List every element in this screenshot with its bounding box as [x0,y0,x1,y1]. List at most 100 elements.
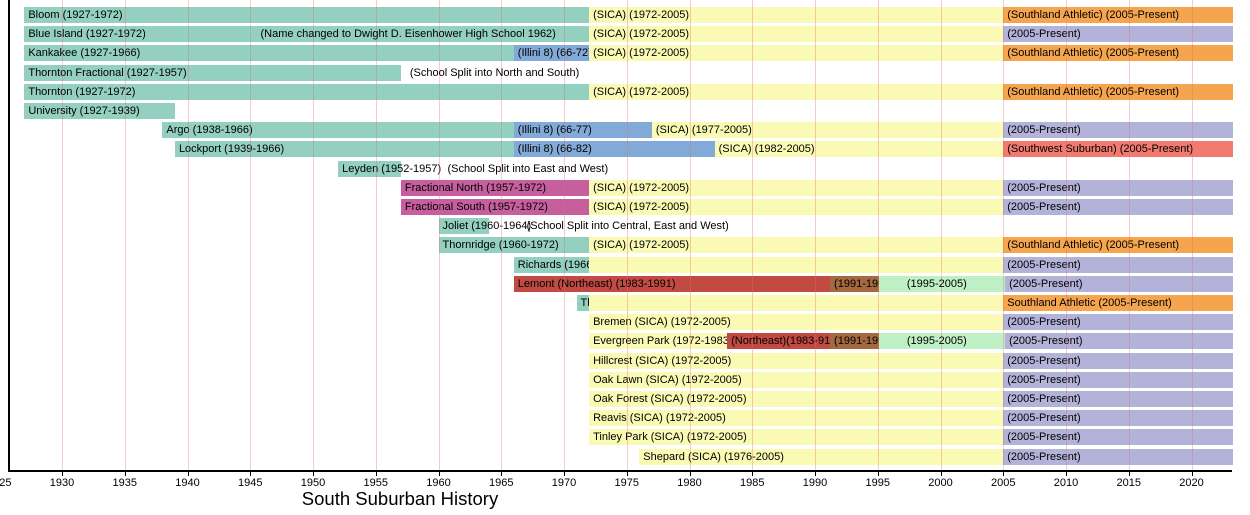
y-axis-spine [8,0,10,470]
row-note: (Name changed to Dwight D. Eisenhower Hi… [260,28,556,41]
bar-label: (SICA) (1972-2005) [593,181,690,194]
bar-label: (2005-Present) [1007,354,1081,367]
timeline-bar-hillcrest-purple: (2005-Present) [1003,352,1233,369]
axis-tick [1128,470,1130,476]
timeline-row-evergreen-park: Evergreen Park (1972-1983) (Northeast)(19… [0,333,1250,350]
timeline-row-lockport: Lockport (1939-1966) (Illini 8) (66-82) (S… [0,141,1250,158]
axis-tick [626,470,628,476]
axis-tick-label: 1980 [677,477,702,489]
timeline-bar-kankakee-teal: Kankakee (1927-1966) [24,45,514,62]
bar-label: (2005-Present) [1007,316,1081,329]
bar-label: (2005-Present) [1009,277,1083,290]
bar-label: (2005-Present) [1007,412,1081,425]
axis-tick [940,470,942,476]
timeline-bar-oak-forest-yellow: Oak Forest (SICA) (1972-2005) [589,391,1004,407]
axis-tick-label: 1950 [300,477,326,489]
timeline-bar-tinley-park-yellow: Tinley Park (SICA) (1972-2005) [589,429,1004,446]
timeline-bar-lemont-lightgreen [879,275,1006,292]
bar-label: (SICA) (1982-2005) [718,143,815,156]
timeline-row-hillcrest: Hillcrest (SICA) (1972-2005) (2005-Presen… [0,352,1250,369]
timeline-bar-lemont-purple: (2005-Present) [1005,275,1233,292]
timeline-bar-shepard-purple: (2005-Present) [1003,448,1233,465]
timeline-bar-lockport-yellow: (SICA) (1982-2005) [714,141,1004,158]
timeline-bar-fractional-south-magenta: Fractional South (1957-1972) [400,199,590,215]
bar-label: (2005-Present) [1007,181,1081,194]
axis-tick [62,470,63,476]
timeline-bar-bremen-purple: (2005-Present) [1003,314,1233,331]
timeline-row-richards: Richards (1966-1972)(SICA) (1972-2005) (2… [0,256,1250,273]
bar-label: (Southland Athletic) (2005-Present) [1007,47,1180,60]
bar-label: Reavis (SICA) (1972-2005) [593,412,726,425]
timeline-row-oak-forest: Oak Forest (SICA) (1972-2005) (2005-Prese… [0,391,1250,407]
bar-label: Oak Forest (SICA) (1972-2005) [593,393,747,405]
bar-label: (SICA) (1972-2005) [593,201,690,213]
bar-label: Joliet (1960-1964) [442,220,532,233]
timeline-bar-lockport-blue: (Illini 8) (66-82) [513,141,715,158]
timeline-bar-oak-lawn-yellow: Oak Lawn (SICA) (1972-2005) [589,371,1004,388]
axis-tick-label: 1955 [363,477,388,489]
bar-label: Argo (1938-1966) [166,124,253,137]
timeline-bar-fractional-south-purple: (2005-Present) [1003,199,1233,215]
axis-tick [1191,470,1193,476]
axis-tick-label: 1940 [175,477,200,489]
bar-label: Lockport (1939-1966) [178,143,285,156]
timeline-bar-evergreen-park-purple: (2005-Present) [1005,333,1233,350]
timeline-bar-kankakee-yellow: (SICA) (1972-2005) [589,45,1004,62]
bar-label: (2005-Present) [1009,335,1083,348]
bar-label: (SICA) (1972-2005) [593,9,690,21]
axis-tick-label: 2010 [1053,477,1079,489]
timeline-bar-lockport-salmon: (Southwest Suburban) (2005-Present) [1003,141,1233,158]
bar-label: (2005-Present) [1007,28,1081,41]
timeline-row-bloom: Bloom (1927-1972) (SICA) (1972-2005) (Sout… [0,7,1250,23]
bar-label: (SICA) (1972-2005) [593,28,690,41]
axis-tick [1066,470,1067,476]
bar-label: (Illini 8) (66-72) [517,47,592,60]
timeline-bar-leyden-teal: Leyden (1952-1957) [338,160,441,177]
timeline-row-kankakee: Kankakee (1927-1966) (Illini 8) (66-72) (S… [0,45,1250,62]
row-note: (1995-2005) [906,277,967,290]
timeline-bar-thornton-fractional-teal: Thornton Fractional (1927-1957) [24,64,401,81]
bar-label: Fractional South (1957-1972) [404,201,548,213]
bar-label: Fractional North (1957-1972) [404,181,547,194]
bar-label: Oak Lawn (SICA) (1972-2005) [593,373,742,386]
timeline-row-thornton: Thornton (1927-1972) (SICA) (1972-2005) (S… [0,83,1250,100]
axis-tick-label: 2005 [991,477,1016,489]
timeline-bar-thornridge-teal: Thornridge (1960-1972) [438,237,590,254]
bar-label: (Illini 8) (66-77) [517,124,592,137]
bar-label: Southland Athletic (2005-Present) [1007,297,1172,309]
timeline-bar-richards-yellow [589,256,1004,273]
timeline-bar-reavis-purple: (2005-Present) [1003,410,1233,427]
chart-title: South Suburban History [301,488,499,509]
axis-tick [375,470,377,476]
timeline-row-argo: Argo (1938-1966) (Illini 8) (66-77) (SICA)… [0,122,1250,139]
bar-label: University (1927-1939) [28,105,140,117]
timeline-bar-evergreen-park-brown: (1991-1995) [830,333,894,350]
axis-tick-label: 1990 [802,477,828,489]
axis-tick [815,470,816,476]
axis-tick-label: 1945 [238,477,263,489]
timeline-bar-hillcrest-yellow: Hillcrest (SICA) (1972-2005) [589,352,1004,369]
axis-tick-label: 2020 [1179,477,1204,489]
timeline-bar-bloom-teal: Bloom (1927-1972) [24,7,590,23]
timeline-bar-lockport-teal: Lockport (1939-1966) [174,141,514,158]
bar-label: Thornridge (1960-1972) [442,239,559,252]
timeline-bar-reavis-yellow: Reavis (SICA) (1972-2005) [589,410,1004,427]
bar-label: (Southland Athletic) (2005-Present) [1007,85,1180,98]
timeline-row-bremen: Bremen (SICA) (1972-2005) (2005-Present) [0,314,1250,331]
timeline-bar-oak-lawn-purple: (2005-Present) [1003,371,1233,388]
axis-tick-label: 1975 [614,477,639,489]
axis-tick-label: 1960 [426,477,451,489]
timeline-bar-thornwood-teal: Thornwood (1971-1972) (SICA) (1972-2005) [576,295,798,311]
timeline-bar-richards-teal: Richards (1966-1972)(SICA) (1972-2005) [513,256,720,273]
timeline-row-tinley-park: Tinley Park (SICA) (1972-2005) (2005-Pres… [0,429,1250,446]
timeline-bar-bloom-orange: (Southland Athletic) (2005-Present) [1003,7,1233,23]
bar-label: Shepard (SICA) (1976-2005) [643,450,784,463]
timeline-bar-thornridge-orange: (Southland Athletic) (2005-Present) [1003,237,1233,254]
axis-tick [1003,470,1005,476]
timeline-bar-evergreen-park-lightgreen [879,333,1006,350]
timeline-bar-thornwood-orange: Southland Athletic (2005-Present) [1003,295,1233,311]
bar-label: Blue Island (1927-1972) [28,28,146,41]
plot-area: Bloom (1927-1972) (SICA) (1972-2005) (Sout… [0,0,1250,470]
bar-label: (Southwest Suburban) (2005-Present) [1007,143,1194,156]
